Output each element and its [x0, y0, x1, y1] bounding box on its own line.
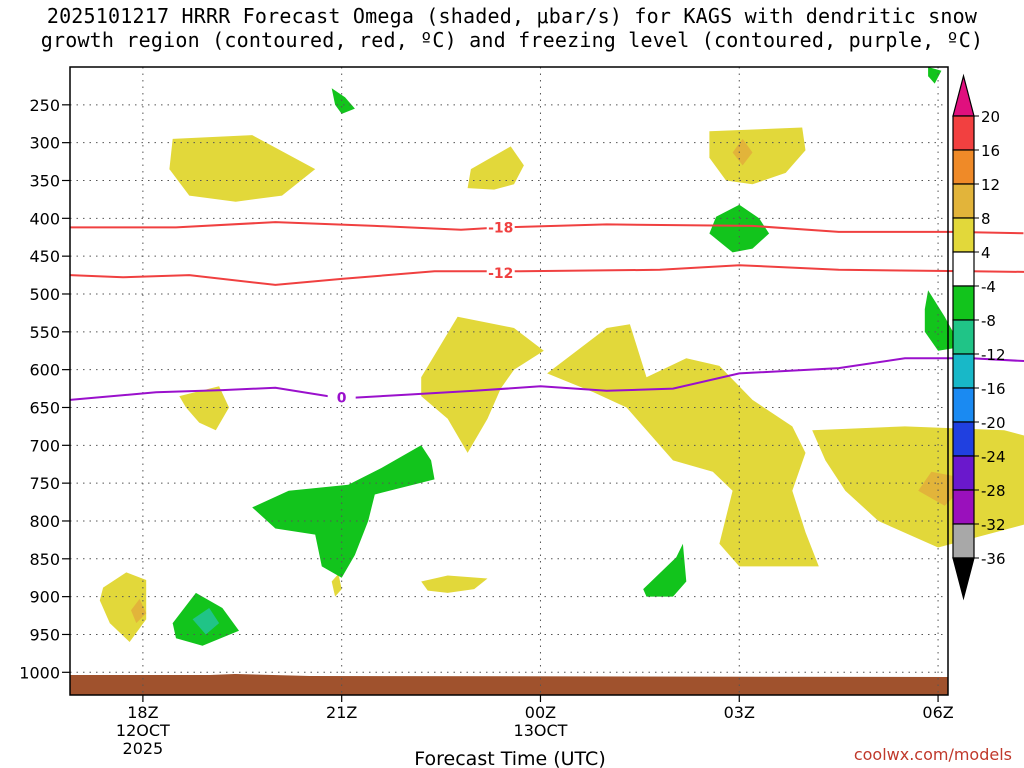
- omega-down-region: [331, 88, 355, 114]
- x-tick-label: 21Z: [326, 703, 357, 722]
- omega-down-region: [643, 543, 687, 597]
- x-tick-label: 18Z: [127, 703, 158, 722]
- omega-down-region: [252, 445, 435, 578]
- omega-up-region: [99, 572, 147, 642]
- x-tick-date: 12OCT: [116, 721, 170, 740]
- colorbar-segment: [952, 353, 975, 389]
- plot-frame: [69, 66, 949, 696]
- omega-up-strong-region: [732, 138, 753, 166]
- colorbar-label: 8: [981, 210, 991, 228]
- omega-up-region: [421, 316, 544, 453]
- y-tick-label: 900: [29, 588, 60, 607]
- colorbar-label: -28: [981, 482, 1006, 500]
- y-tick-label: 400: [29, 209, 60, 228]
- colorbar-label: -20: [981, 414, 1006, 432]
- title-line-1: 2025101217 HRRR Forecast Omega (shaded, …: [46, 4, 978, 28]
- colorbar-segment: [952, 523, 975, 559]
- y-tick-label: 550: [29, 323, 60, 342]
- y-tick-label: 750: [29, 474, 60, 493]
- colorbar-segment: [952, 115, 975, 151]
- y-tick-label: 300: [29, 134, 60, 153]
- x-tick-label: 03Z: [724, 703, 755, 722]
- x-tick-date: 13OCT: [514, 721, 568, 740]
- contour-label-freezing-bg: [327, 389, 356, 405]
- colorbar-label: -8: [981, 312, 996, 330]
- contour-label-minus18: -18: [488, 220, 513, 236]
- y-tick-label: 850: [29, 550, 60, 569]
- x-tick-year: 2025: [123, 739, 164, 758]
- omega-up-region: [331, 573, 342, 597]
- x-tick-label: 00Z: [525, 703, 556, 722]
- y-tick-label: 450: [29, 247, 60, 266]
- colorbar-label: 16: [981, 142, 1000, 160]
- y-tick-label: 650: [29, 398, 60, 417]
- colorbar-segment: [952, 319, 975, 355]
- colorbar-label: -12: [981, 346, 1006, 364]
- dendritic-contour-minus12: [69, 264, 1024, 286]
- colorbar-label: -36: [981, 550, 1006, 568]
- omega-up-region: [169, 135, 316, 202]
- x-tick-label: 06Z: [922, 703, 953, 722]
- y-tick-label: 800: [29, 512, 60, 531]
- terrain-band: [70, 674, 948, 695]
- omega-up-region: [179, 386, 229, 431]
- colorbar-segment: [952, 149, 975, 185]
- contour-label-minus12: -12: [488, 266, 513, 282]
- colorbar-segment: [952, 285, 975, 321]
- colorbar-label: 12: [981, 176, 1000, 194]
- colorbar-segment: [952, 251, 975, 287]
- y-tick-label: 600: [29, 361, 60, 380]
- omega-up-region: [467, 146, 524, 190]
- title-line-2: growth region (contoured, red, ºC) and f…: [40, 28, 984, 52]
- colorbar-label: -32: [981, 516, 1006, 534]
- omega-up-region: [421, 575, 488, 593]
- colorbar-label: 20: [981, 108, 1000, 126]
- omega-down-region: [928, 67, 942, 84]
- colorbar-label: -16: [981, 380, 1006, 398]
- contour-label-minus18-bg: [486, 219, 515, 235]
- colorbar-segment: [952, 455, 975, 491]
- colorbar-top-arrow: [952, 73, 975, 117]
- colorbar-label: -4: [981, 278, 996, 296]
- colorbar-segment: [952, 421, 975, 457]
- credit-text: coolwx.com/models: [854, 745, 1012, 764]
- omega-up-region: [547, 324, 819, 567]
- colorbar-label: 4: [981, 244, 991, 262]
- y-tick-label: 350: [29, 171, 60, 190]
- omega-up-strong-region: [131, 598, 147, 624]
- colorbar-segment: [952, 387, 975, 423]
- y-tick-label: 1000: [19, 663, 60, 682]
- omega-down-region: [924, 290, 962, 351]
- colorbar-bottom-arrow: [952, 557, 975, 601]
- colorbar-segment: [952, 183, 975, 219]
- y-tick-label: 950: [29, 625, 60, 644]
- y-tick-label: 700: [29, 436, 60, 455]
- dendritic-contour-minus18: [70, 221, 1024, 235]
- contour-label-minus12-bg: [486, 264, 515, 280]
- x-axis-label: Forecast Time (UTC): [414, 748, 605, 768]
- omega-up-region: [709, 127, 806, 185]
- colorbar-segment: [952, 489, 975, 525]
- omega-down-strong-region: [192, 608, 220, 635]
- colorbar-label: -24: [981, 448, 1006, 466]
- freezing-level-contour: [69, 357, 1024, 401]
- chart-title: 2025101217 HRRR Forecast Omega (shaded, …: [0, 4, 1024, 52]
- contour-label-freezing: 0: [337, 391, 347, 407]
- y-tick-label: 500: [29, 285, 60, 304]
- y-tick-label: 250: [29, 96, 60, 115]
- omega-down-region: [709, 204, 770, 253]
- colorbar-segment: [952, 217, 975, 253]
